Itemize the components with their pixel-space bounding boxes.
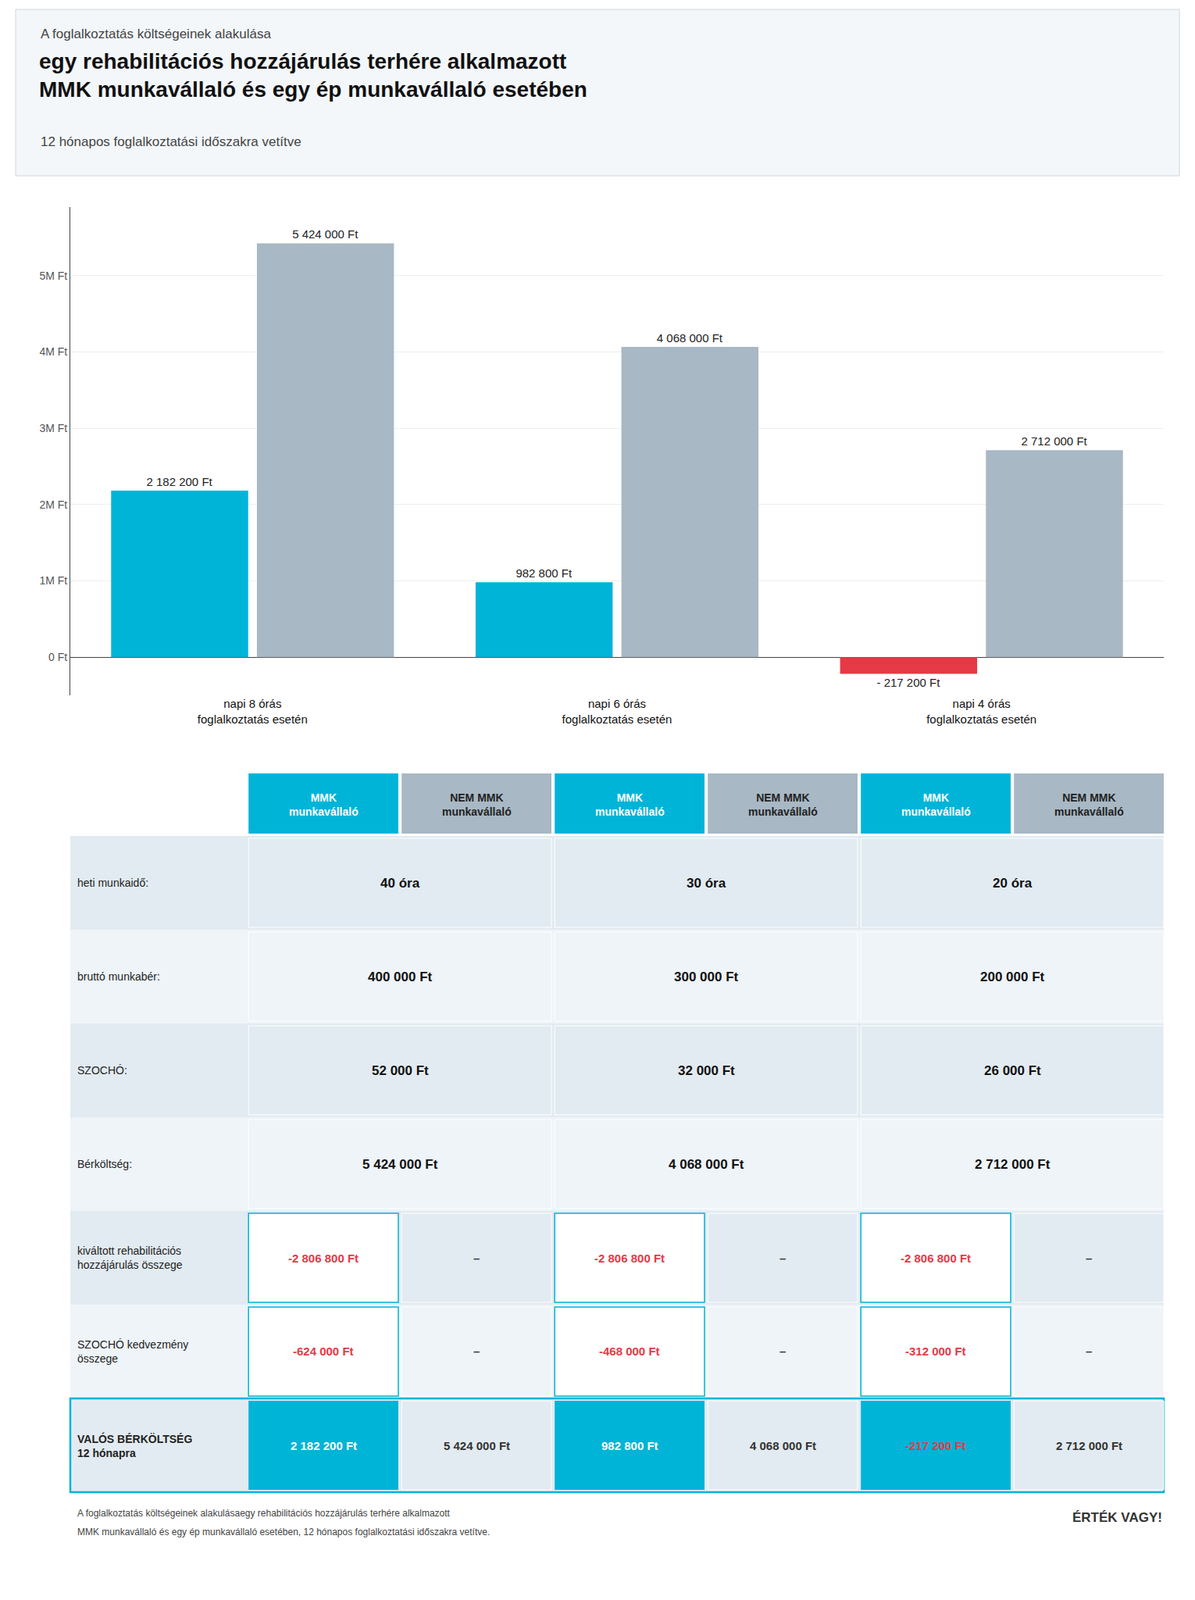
svg-text:2 712 000 Ft: 2 712 000 Ft: [1020, 434, 1088, 448]
svg-text:-312 000 Ft: -312 000 Ft: [905, 1344, 967, 1358]
svg-text:3M Ft: 3M Ft: [39, 421, 68, 435]
svg-text:26 000 Ft: 26 000 Ft: [984, 1063, 1042, 1078]
svg-text:VALÓS BÉRKÖLTSÉG12 hónapra: VALÓS BÉRKÖLTSÉG12 hónapra: [77, 1431, 193, 1459]
svg-text:-2 806 800 Ft: -2 806 800 Ft: [594, 1251, 665, 1265]
svg-text:982 800 Ft: 982 800 Ft: [515, 566, 573, 580]
svg-text:NEM MMKmunkavállaló: NEM MMKmunkavállaló: [1054, 791, 1124, 818]
svg-text:-2 806 800 Ft: -2 806 800 Ft: [900, 1251, 971, 1265]
svg-text:5M Ft: 5M Ft: [39, 269, 68, 282]
svg-text:ÉRTÉK VAGY!: ÉRTÉK VAGY!: [1072, 1509, 1163, 1525]
svg-text:-217 200 Ft: -217 200 Ft: [905, 1438, 967, 1452]
svg-text:52 000 Ft: 52 000 Ft: [371, 1063, 429, 1078]
svg-text:bruttó munkabér:: bruttó munkabér:: [77, 970, 161, 983]
svg-text:kiváltott rehabilitációshozzáj: kiváltott rehabilitációshozzájárulás öss…: [77, 1244, 183, 1271]
svg-text:MMKmunkavállaló: MMKmunkavállaló: [595, 791, 665, 818]
svg-text:–: –: [473, 1344, 480, 1358]
svg-text:Bérköltség:: Bérköltség:: [77, 1157, 132, 1171]
svg-text:–: –: [779, 1344, 786, 1358]
svg-text:2 712 000 Ft: 2 712 000 Ft: [974, 1156, 1051, 1172]
svg-text:1M Ft: 1M Ft: [39, 574, 68, 587]
svg-text:5 424 000 Ft: 5 424 000 Ft: [292, 227, 359, 241]
svg-text:32 000 Ft: 32 000 Ft: [677, 1063, 735, 1078]
svg-text:4 068 000 Ft: 4 068 000 Ft: [668, 1156, 745, 1172]
svg-text:SZOCHÓ:: SZOCHÓ:: [77, 1063, 128, 1077]
svg-text:heti munkaidő:: heti munkaidő:: [77, 876, 149, 889]
svg-text:MMKmunkavállaló: MMKmunkavállaló: [288, 791, 359, 818]
svg-text:NEM MMKmunkavállaló: NEM MMKmunkavállaló: [748, 791, 818, 818]
svg-text:20 óra: 20 óra: [992, 875, 1033, 891]
svg-text:-468 000 Ft: -468 000 Ft: [599, 1344, 660, 1358]
svg-text:MMKmunkavállaló: MMKmunkavállaló: [901, 791, 971, 818]
svg-text:0 Ft: 0 Ft: [48, 650, 68, 664]
svg-text:A foglalkoztatás költségeinek: A foglalkoztatás költségeinek alakulásae…: [77, 1507, 451, 1519]
svg-text:-624 000 Ft: -624 000 Ft: [292, 1344, 354, 1358]
svg-text:2 182 200 Ft: 2 182 200 Ft: [146, 474, 213, 489]
svg-text:5 424 000 Ft: 5 424 000 Ft: [362, 1156, 439, 1172]
svg-text:2M Ft: 2M Ft: [39, 498, 68, 511]
svg-text:A foglalkoztatás költségeinek: A foglalkoztatás költségeinek alakulása: [40, 26, 272, 42]
svg-text:4 068 000 Ft: 4 068 000 Ft: [656, 331, 724, 345]
svg-text:- 217 200 Ft: - 217 200 Ft: [876, 675, 941, 689]
svg-text:NEM MMKmunkavállaló: NEM MMKmunkavállaló: [442, 791, 512, 818]
svg-text:-2 806 800 Ft: -2 806 800 Ft: [288, 1251, 359, 1265]
svg-text:napi 8 órásfoglalkoztatás eset: napi 8 órásfoglalkoztatás esetén: [197, 696, 308, 726]
svg-text:4 068 000 Ft: 4 068 000 Ft: [749, 1438, 817, 1452]
svg-text:–: –: [473, 1251, 480, 1265]
svg-text:napi 4 órásfoglalkoztatás eset: napi 4 órásfoglalkoztatás esetén: [926, 696, 1037, 726]
svg-text:SZOCHÓ kedvezményösszege: SZOCHÓ kedvezményösszege: [77, 1337, 189, 1365]
svg-text:4M Ft: 4M Ft: [39, 345, 68, 358]
svg-text:2 182 200 Ft: 2 182 200 Ft: [290, 1438, 357, 1452]
svg-text:2 712 000 Ft: 2 712 000 Ft: [1055, 1438, 1123, 1452]
svg-text:5 424 000 Ft: 5 424 000 Ft: [443, 1438, 511, 1452]
svg-text:MMK munkavállaló és egy ép mun: MMK munkavállaló és egy ép munkavállaló …: [77, 1526, 490, 1538]
svg-text:napi 6 órásfoglalkoztatás eset: napi 6 órásfoglalkoztatás esetén: [562, 696, 673, 726]
svg-text:40 óra: 40 óra: [380, 875, 421, 891]
svg-text:982 800 Ft: 982 800 Ft: [601, 1438, 659, 1452]
svg-text:12 hónapos foglalkoztatási idő: 12 hónapos foglalkoztatási időszakra vet…: [40, 134, 302, 150]
svg-text:–: –: [1085, 1344, 1092, 1358]
svg-text:400 000 Ft: 400 000 Ft: [367, 969, 433, 985]
svg-text:–: –: [1085, 1251, 1092, 1265]
svg-text:200 000 Ft: 200 000 Ft: [980, 969, 1046, 985]
svg-text:–: –: [779, 1251, 786, 1265]
svg-text:30 óra: 30 óra: [686, 875, 727, 891]
svg-text:300 000 Ft: 300 000 Ft: [674, 969, 739, 985]
svg-text:egy rehabilitációs hozzájárulá: egy rehabilitációs hozzájárulás terhére …: [39, 49, 588, 102]
